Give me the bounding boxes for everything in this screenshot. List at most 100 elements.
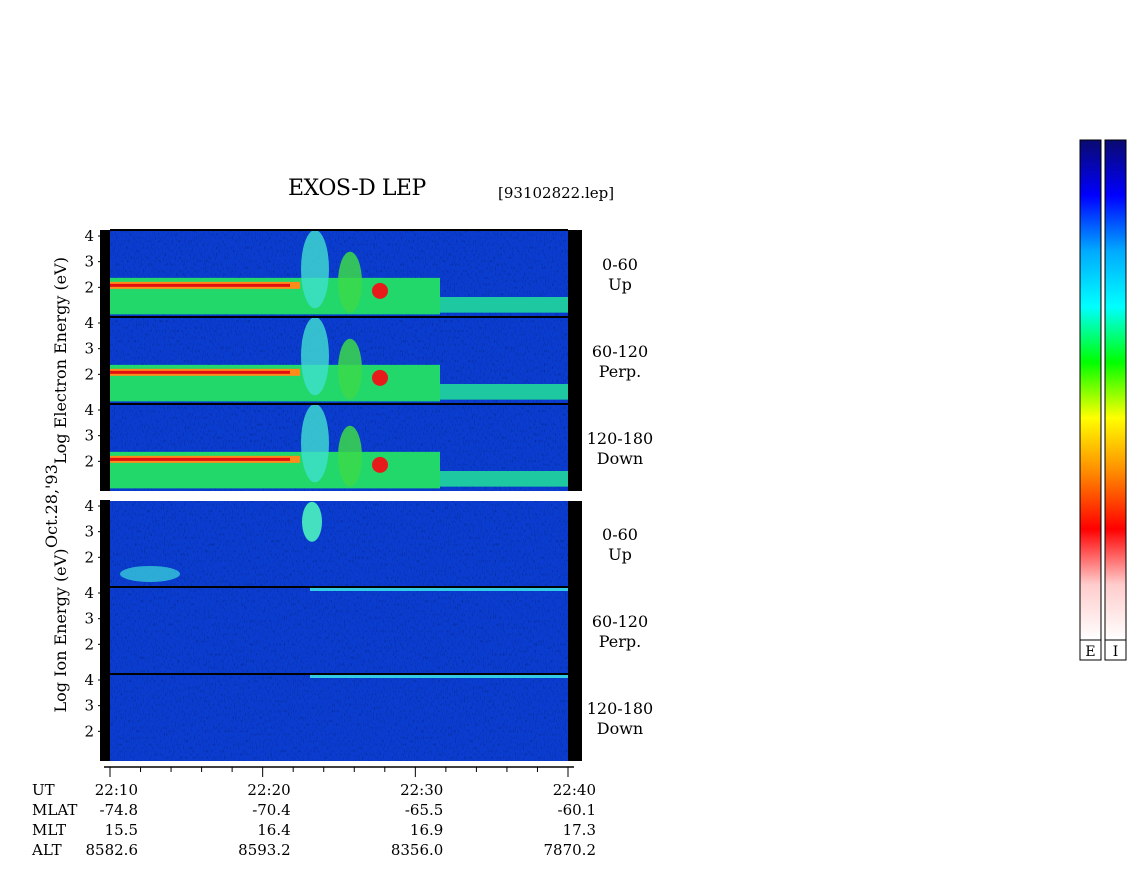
y-tick-label: 3 bbox=[84, 427, 94, 445]
orbit-row-value: 8356.0 bbox=[391, 841, 444, 859]
panel-noise bbox=[110, 587, 568, 674]
orbit-row-label: MLAT bbox=[32, 801, 77, 819]
band-red bbox=[110, 283, 290, 287]
panel-angle-label: 60-120 bbox=[592, 342, 648, 361]
panel-ion-0 bbox=[100, 499, 582, 587]
date-label: Oct.28,'93 bbox=[42, 464, 61, 548]
orbit-row-value: -70.4 bbox=[252, 801, 290, 819]
y-tick-label: 4 bbox=[84, 227, 94, 245]
y-tick-label: 2 bbox=[84, 365, 94, 383]
orbit-row-value: 15.5 bbox=[105, 821, 138, 839]
file-name-label: [93102822.lep] bbox=[498, 184, 615, 202]
burst-2 bbox=[338, 251, 362, 313]
burst-1 bbox=[301, 404, 329, 483]
orbit-row-label: UT bbox=[32, 781, 55, 799]
band-tail bbox=[440, 296, 568, 313]
panel-right-edge bbox=[568, 500, 582, 587]
panel-direction-label: Down bbox=[597, 449, 643, 468]
ion-line bbox=[310, 675, 568, 678]
burst-2 bbox=[338, 338, 362, 400]
panel-left-edge bbox=[100, 587, 112, 674]
y-tick-label: 4 bbox=[84, 584, 94, 602]
panel-angle-label: 60-120 bbox=[592, 612, 648, 631]
panel-left-edge bbox=[100, 404, 112, 491]
y-tick-label: 2 bbox=[84, 635, 94, 653]
panel-left-edge bbox=[100, 230, 112, 317]
panel-direction-label: Up bbox=[608, 275, 632, 294]
y-tick-label: 3 bbox=[84, 697, 94, 715]
orbit-row-value: 17.3 bbox=[563, 821, 596, 839]
panel-angle-label: 0-60 bbox=[602, 255, 638, 274]
panel-direction-label: Perp. bbox=[599, 362, 642, 381]
panel-left-edge bbox=[100, 674, 112, 761]
group-ylabel: Log Ion Energy (eV) bbox=[51, 549, 70, 713]
orbit-row-value: 16.9 bbox=[410, 821, 443, 839]
panel-noise bbox=[110, 500, 568, 587]
orbit-row-value: 8593.2 bbox=[238, 841, 291, 859]
burst-red bbox=[372, 369, 388, 386]
orbit-row-label: ALT bbox=[31, 841, 62, 859]
colorbar-label-box bbox=[1079, 639, 1102, 661]
electron-band bbox=[110, 317, 568, 402]
group-ylabel: Log Electron Energy (eV) bbox=[51, 257, 70, 464]
panel-left-edge bbox=[100, 317, 112, 404]
y-tick-label: 4 bbox=[84, 401, 94, 419]
orbit-row-value: 22:40 bbox=[553, 781, 596, 799]
colorbar-label-box bbox=[1104, 639, 1127, 661]
ion-features bbox=[310, 588, 568, 591]
band-tail bbox=[440, 383, 568, 400]
panel-right-edge bbox=[568, 317, 582, 404]
panel-right-edge bbox=[568, 404, 582, 491]
panel-electron-1 bbox=[100, 316, 582, 404]
orbit-row-value: 22:20 bbox=[247, 781, 290, 799]
y-tick-label: 3 bbox=[84, 253, 94, 271]
chart-title: EXOS-D LEP bbox=[288, 176, 426, 201]
panel-electron-2 bbox=[100, 403, 582, 491]
orbit-row-value: 8582.6 bbox=[86, 841, 139, 859]
y-tick-label: 4 bbox=[84, 497, 94, 515]
burst-1 bbox=[301, 230, 329, 309]
orbit-row-value: -74.8 bbox=[100, 801, 138, 819]
ion-burst bbox=[302, 501, 322, 542]
band-red bbox=[110, 370, 290, 374]
colorbar bbox=[1079, 139, 1102, 641]
y-tick-label: 2 bbox=[84, 452, 94, 470]
colorbar-label: I bbox=[1113, 644, 1119, 660]
panel-noise bbox=[110, 674, 568, 761]
y-tick-label: 2 bbox=[84, 548, 94, 566]
electron-band bbox=[110, 230, 568, 315]
y-tick-label: 3 bbox=[84, 340, 94, 358]
orbit-row-value: -65.5 bbox=[405, 801, 443, 819]
orbit-row-label: MLT bbox=[32, 821, 66, 839]
orbit-row-value: -60.1 bbox=[558, 801, 596, 819]
panel-direction-label: Down bbox=[597, 719, 643, 738]
colorbar bbox=[1104, 139, 1127, 641]
burst-red bbox=[372, 282, 388, 299]
panel-electron-0 bbox=[100, 229, 582, 317]
panel-angle-label: 0-60 bbox=[602, 525, 638, 544]
burst-red bbox=[372, 456, 388, 473]
orbit-row-value: 16.4 bbox=[257, 821, 290, 839]
panel-ion-2 bbox=[100, 673, 582, 761]
orbit-row-value: 22:10 bbox=[95, 781, 138, 799]
panel-ion-1 bbox=[100, 586, 582, 674]
ion-features bbox=[120, 501, 322, 582]
burst-1 bbox=[301, 317, 329, 396]
y-tick-label: 3 bbox=[84, 610, 94, 628]
panel-direction-label: Up bbox=[608, 545, 632, 564]
y-tick-label: 4 bbox=[84, 314, 94, 332]
panel-right-edge bbox=[568, 674, 582, 761]
panel-angle-label: 120-180 bbox=[587, 429, 653, 448]
ion-features bbox=[310, 675, 568, 678]
y-tick-label: 3 bbox=[84, 523, 94, 541]
orbit-row-value: 22:30 bbox=[400, 781, 443, 799]
panel-left-edge bbox=[100, 500, 112, 587]
electron-band bbox=[110, 404, 568, 489]
band-red bbox=[110, 457, 290, 461]
orbit-row-value: 7870.2 bbox=[544, 841, 597, 859]
burst-2 bbox=[338, 425, 362, 487]
ion-low bbox=[120, 565, 180, 582]
panel-angle-label: 120-180 bbox=[587, 699, 653, 718]
panel-right-edge bbox=[568, 230, 582, 317]
